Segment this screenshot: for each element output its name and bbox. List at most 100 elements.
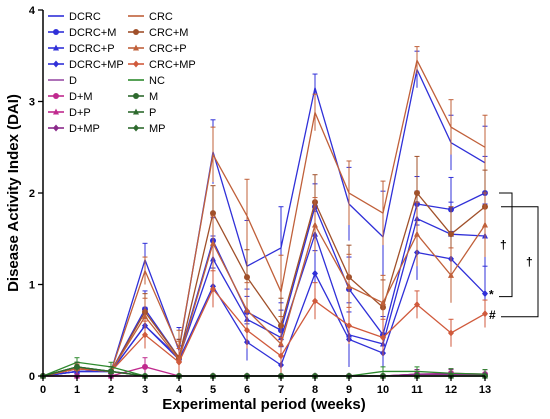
x-tick-label: 1 (74, 384, 80, 396)
significance-dagger: † (526, 255, 533, 269)
x-tick-label: 6 (244, 384, 250, 396)
legend-item-crc-plus-p: CRC+P (128, 43, 187, 55)
legend-item-dcrc-plus-m: DCRC+M (48, 27, 116, 39)
legend-item-crc-plus-mp: CRC+MP (128, 59, 196, 71)
series-mp (40, 361, 488, 380)
x-tick-label: 12 (445, 384, 457, 396)
series-line-crc (42, 58, 486, 377)
legend-marker (133, 60, 139, 68)
legend-marker (133, 108, 139, 115)
data-point-crc-plus-p (380, 299, 386, 306)
legend-item-d-plus-m: D+M (48, 91, 93, 103)
data-point-crc-plus-mp (244, 326, 250, 334)
legend-label: NC (149, 75, 165, 87)
legend-marker (53, 93, 59, 99)
data-point-crc-plus-p (448, 271, 454, 278)
series-line-crc-plus-p (42, 223, 486, 377)
legend-marker (53, 124, 59, 132)
legend-marker (133, 29, 139, 35)
significance-mark: # (489, 308, 496, 322)
legend-marker (53, 44, 59, 51)
significance-bracket (499, 192, 513, 298)
legend-label: D+P (69, 107, 91, 119)
series-line-dcrc-plus-mp (42, 251, 486, 377)
legend-item-m: M (128, 91, 158, 103)
y-tick-label: 1 (29, 280, 35, 292)
data-point-crc-plus-p (210, 239, 216, 246)
x-tick-label: 8 (312, 384, 318, 396)
x-tick-label: 11 (411, 384, 423, 396)
x-tick-label: 5 (210, 384, 216, 396)
x-tick-label: 0 (40, 384, 46, 396)
legend-item-dcrc-plus-p: DCRC+P (48, 43, 115, 55)
series-line-dcrc-plus-p (42, 217, 486, 377)
y-tick-label: 3 (29, 97, 35, 109)
y-tick-label: 0 (29, 371, 35, 383)
data-point-crc-plus-m (244, 274, 250, 281)
legend-item-d-plus-mp: D+MP (48, 123, 100, 135)
y-tick-label: 2 (29, 188, 35, 200)
legend: DCRC DCRC+M DCRC+P DCRC+MP D D+M D+P D+MP CRC CRC… (48, 11, 196, 135)
data-point-crc-plus-m (448, 231, 454, 238)
series-crc (42, 46, 488, 377)
y-tick-label: 4 (29, 5, 36, 17)
x-tick-label: 3 (142, 384, 148, 396)
legend-item-dcrc-plus-mp: DCRC+MP (48, 59, 124, 71)
legend-marker (133, 124, 139, 132)
legend-item-dcrc: DCRC (48, 11, 101, 23)
data-point-crc-plus-p (312, 221, 318, 228)
legend-item-crc: CRC (128, 11, 173, 23)
series-crc-plus-mp (40, 270, 488, 380)
data-point-d-plus-m (142, 363, 148, 370)
legend-item-nc: NC (128, 75, 165, 87)
legend-label: CRC+MP (149, 59, 196, 71)
data-point-crc-plus-mp (210, 285, 216, 293)
series-dcrc-plus-p (40, 190, 488, 379)
legend-item-d-plus-p: D+P (48, 107, 91, 119)
x-tick-label: 9 (346, 384, 352, 396)
data-point-crc-plus-p (482, 221, 488, 228)
series-line-dcrc (42, 67, 486, 377)
data-point-crc-plus-mp (448, 329, 454, 337)
legend-label: DCRC+MP (69, 59, 124, 71)
series-dcrc (42, 50, 488, 377)
significance-annotations: * # † † (489, 192, 539, 322)
legend-item-crc-plus-m: CRC+M (128, 27, 188, 39)
series-crc-plus-m (40, 155, 488, 379)
data-point-crc-plus-mp (482, 310, 488, 318)
data-point-crc-plus-mp (380, 334, 386, 342)
legend-label: MP (149, 123, 166, 135)
data-point-crc-plus-mp (346, 322, 352, 330)
legend-item-d: D (48, 75, 77, 87)
data-point-dcrc-plus-mp (312, 270, 318, 278)
legend-marker (53, 108, 59, 115)
legend-label: CRC+M (149, 27, 188, 39)
data-point-crc-plus-p (142, 313, 148, 320)
legend-label: D+M (69, 91, 93, 103)
data-point-crc-plus-p (414, 230, 420, 237)
legend-label: P (149, 107, 156, 119)
series-layer (40, 46, 488, 380)
data-point-crc-plus-mp (312, 297, 318, 305)
legend-label: D+MP (69, 123, 100, 135)
x-tick-label: 4 (176, 384, 183, 396)
x-tick-label: 7 (278, 384, 284, 396)
legend-marker (133, 93, 139, 99)
significance-mark: * (489, 288, 494, 302)
legend-marker (53, 60, 59, 68)
y-axis-title: Disease Activity Index (DAI) (5, 94, 22, 292)
legend-label: D (69, 75, 77, 87)
legend-label: DCRC+M (69, 27, 116, 39)
legend-item-p: P (128, 107, 156, 119)
legend-label: CRC (149, 11, 173, 23)
legend-label: DCRC+P (69, 43, 115, 55)
data-point-crc-plus-p (346, 282, 352, 289)
data-point-crc-plus-m (210, 210, 216, 217)
legend-marker (133, 44, 139, 51)
legend-item-mp: MP (128, 123, 166, 135)
legend-label: DCRC (69, 11, 101, 23)
significance-dagger: † (500, 238, 507, 252)
data-point-crc-plus-p (244, 306, 250, 313)
